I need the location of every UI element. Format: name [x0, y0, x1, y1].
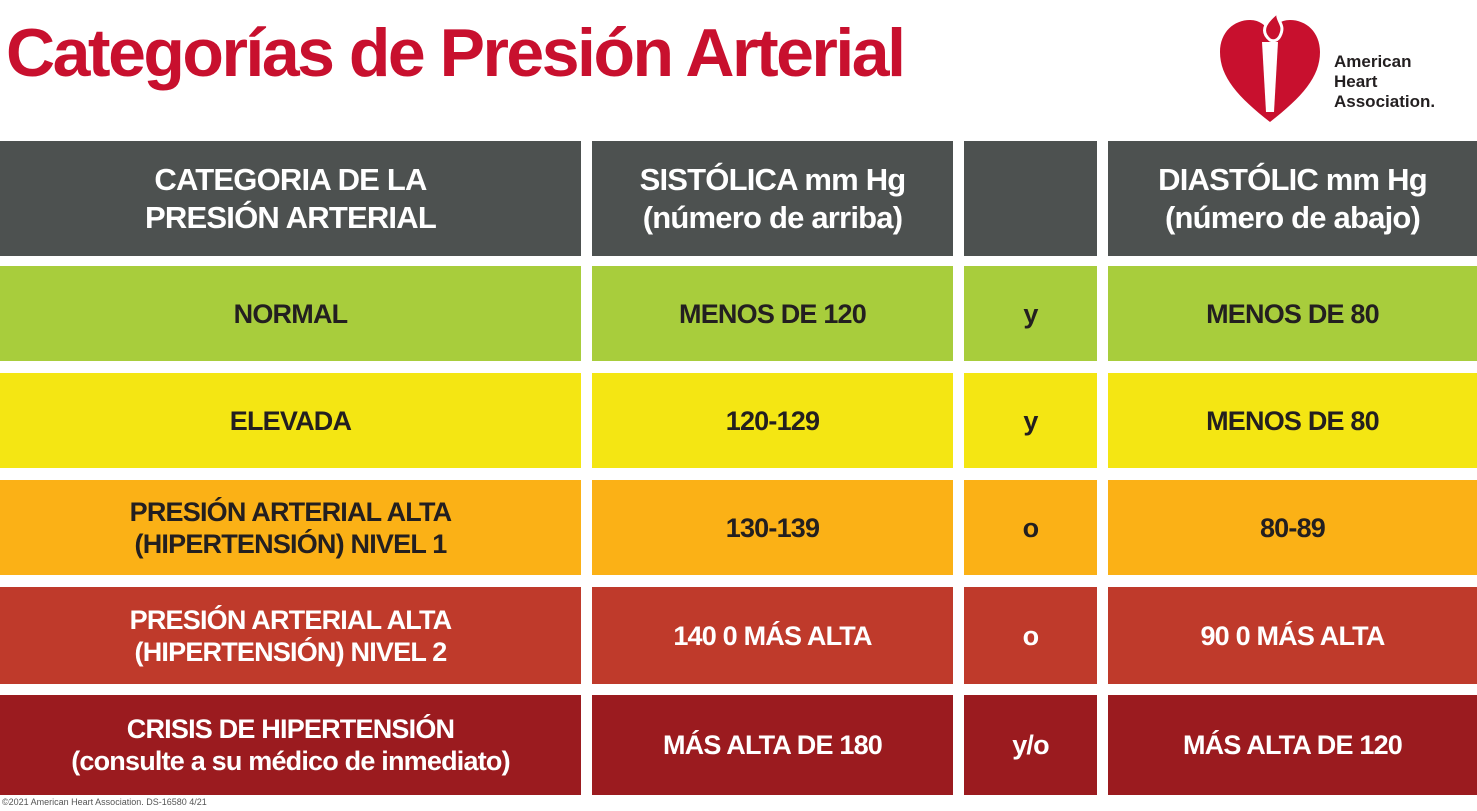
header-text: PRESIÓN ARTERIAL	[145, 199, 437, 235]
category-text: NORMAL	[233, 298, 348, 329]
systolic-text: 130-139	[725, 512, 820, 543]
logo-icon	[1220, 8, 1320, 122]
systolic-text: MENOS DE 120	[679, 298, 867, 329]
category-text: (HIPERTENSIÓN) NIVEL 2	[134, 636, 448, 667]
category-text: (HIPERTENSIÓN) NIVEL 1	[134, 528, 448, 559]
header-text: (número de abajo)	[1164, 199, 1421, 235]
systolic-cell: 120-129	[592, 373, 953, 468]
category-cell: ELEVADA	[0, 373, 581, 468]
systolic-cell: MÁS ALTA DE 180	[592, 695, 953, 795]
header-cell: CATEGORIA DE LA PRESIÓN ARTERIAL	[0, 141, 581, 256]
category-cell: PRESIÓN ARTERIAL ALTA (HIPERTENSIÓN) NIVE…	[0, 587, 581, 684]
category-text: ELEVADA	[229, 405, 352, 436]
diastolic-cell: 90 0 MÁS ALTA	[1108, 587, 1477, 684]
connector-text: o	[1022, 512, 1039, 543]
page-title: Categorías de Presión Arterial	[6, 15, 906, 91]
connector-text: o	[1022, 620, 1039, 651]
systolic-text: 140 0 MÁS ALTA	[673, 620, 872, 651]
diastolic-cell: MENOS DE 80	[1108, 373, 1477, 468]
systolic-cell: 130-139	[592, 480, 953, 575]
systolic-text: 120-129	[725, 405, 820, 436]
category-cell: NORMAL	[0, 266, 581, 361]
header-cell: DIASTÓLIC mm Hg (número de abajo)	[1108, 141, 1477, 256]
logo-line: Heart	[1334, 72, 1378, 91]
category-text: PRESIÓN ARTERIAL ALTA	[129, 604, 453, 635]
category-text: PRESIÓN ARTERIAL ALTA	[129, 496, 453, 527]
category-cell: PRESIÓN ARTERIAL ALTA (HIPERTENSIÓN) NIVE…	[0, 480, 581, 575]
header-cell: SISTÓLICA mm Hg (número de arriba)	[592, 141, 953, 256]
diastolic-text: MENOS DE 80	[1206, 298, 1380, 329]
header-text: DIASTÓLIC mm Hg	[1158, 161, 1428, 197]
diastolic-text: 90 0 MÁS ALTA	[1200, 620, 1385, 651]
header-text: CATEGORIA DE LA	[154, 161, 427, 197]
header-text: (número de arriba)	[642, 199, 903, 235]
connector-text: y	[1023, 298, 1038, 329]
connector-cell: y	[964, 373, 1097, 468]
systolic-cell: MENOS DE 120	[592, 266, 953, 361]
diastolic-cell: 80-89	[1108, 480, 1477, 575]
logo-line: Association.	[1334, 92, 1436, 111]
header-cell	[964, 141, 1097, 256]
connector-cell: o	[964, 480, 1097, 575]
systolic-cell: 140 0 MÁS ALTA	[592, 587, 953, 684]
diastolic-text: MÁS ALTA DE 120	[1182, 730, 1403, 760]
connector-text: y	[1023, 405, 1038, 436]
diastolic-text: MENOS DE 80	[1206, 405, 1380, 436]
footer: ©2021 American Heart Association. DS-165…	[2, 797, 207, 807]
diastolic-cell: MÁS ALTA DE 120	[1108, 695, 1477, 795]
connector-text: y/o	[1012, 730, 1049, 760]
header-text: SISTÓLICA mm Hg	[639, 161, 907, 197]
logo-text: American Heart Association.	[1334, 52, 1435, 112]
category-text: (consulte a su médico de inmediato)	[71, 746, 510, 776]
category-cell: CRISIS DE HIPERTENSIÓN (consulte a su méd…	[0, 695, 581, 795]
systolic-text: MÁS ALTA DE 180	[662, 730, 883, 760]
connector-cell: y	[964, 266, 1097, 361]
diastolic-cell: MENOS DE 80	[1108, 266, 1477, 361]
category-text: CRISIS DE HIPERTENSIÓN	[126, 714, 455, 744]
connector-cell: y/o	[964, 695, 1097, 795]
diastolic-text: 80-89	[1259, 512, 1326, 543]
logo-line: American	[1334, 52, 1412, 71]
connector-cell: o	[964, 587, 1097, 684]
